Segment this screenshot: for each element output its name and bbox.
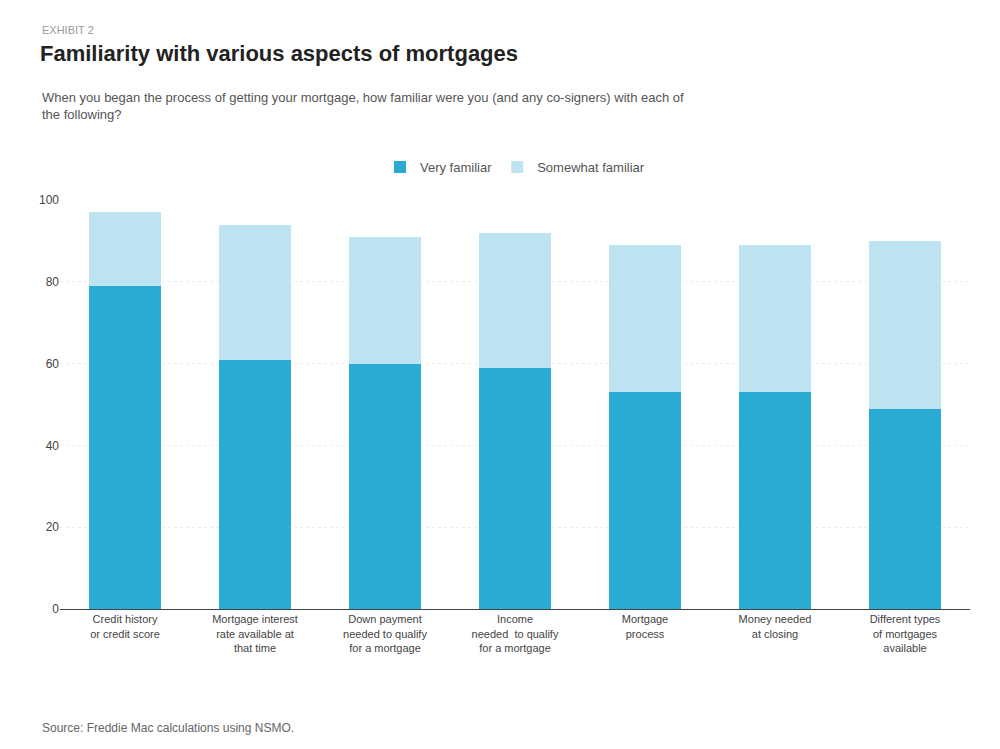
svg-text:Credit historyor credit score: Credit historyor credit score — [90, 613, 160, 639]
svg-text:Somewhat familiar: Somewhat familiar — [537, 160, 645, 175]
svg-text:Very familiar: Very familiar — [420, 160, 492, 175]
svg-text:Incomeneeded to qualifyfor a: Incomeneeded to qualifyfor a mortgage — [472, 613, 559, 654]
svg-text:60: 60 — [46, 357, 60, 371]
svg-text:100: 100 — [39, 193, 59, 207]
svg-text:Mortgage interestrate availabl: Mortgage interestrate available atthat t… — [212, 613, 298, 654]
svg-text:0: 0 — [52, 602, 59, 616]
svg-text:Familiarity with various aspec: Familiarity with various aspects of mort… — [40, 41, 518, 66]
svg-text:When you began the process of: When you began the process of getting yo… — [42, 90, 684, 122]
svg-text:EXHIBIT 2: EXHIBIT 2 — [42, 24, 94, 36]
svg-text:Mortgageprocess: Mortgageprocess — [622, 613, 668, 639]
svg-text:20: 20 — [46, 520, 60, 534]
svg-text:80: 80 — [46, 275, 60, 289]
svg-text:Money neededat closing: Money neededat closing — [739, 613, 812, 639]
svg-text:Source: Freddie Mac calculatio: Source: Freddie Mac calculations using N… — [42, 721, 294, 735]
svg-text:Down paymentneeded to qualifyf: Down paymentneeded to qualifyfor a mortg… — [343, 613, 427, 654]
svg-text:40: 40 — [46, 439, 60, 453]
svg-text:Different typesof mortgagesava: Different typesof mortgagesavailable — [870, 613, 941, 654]
